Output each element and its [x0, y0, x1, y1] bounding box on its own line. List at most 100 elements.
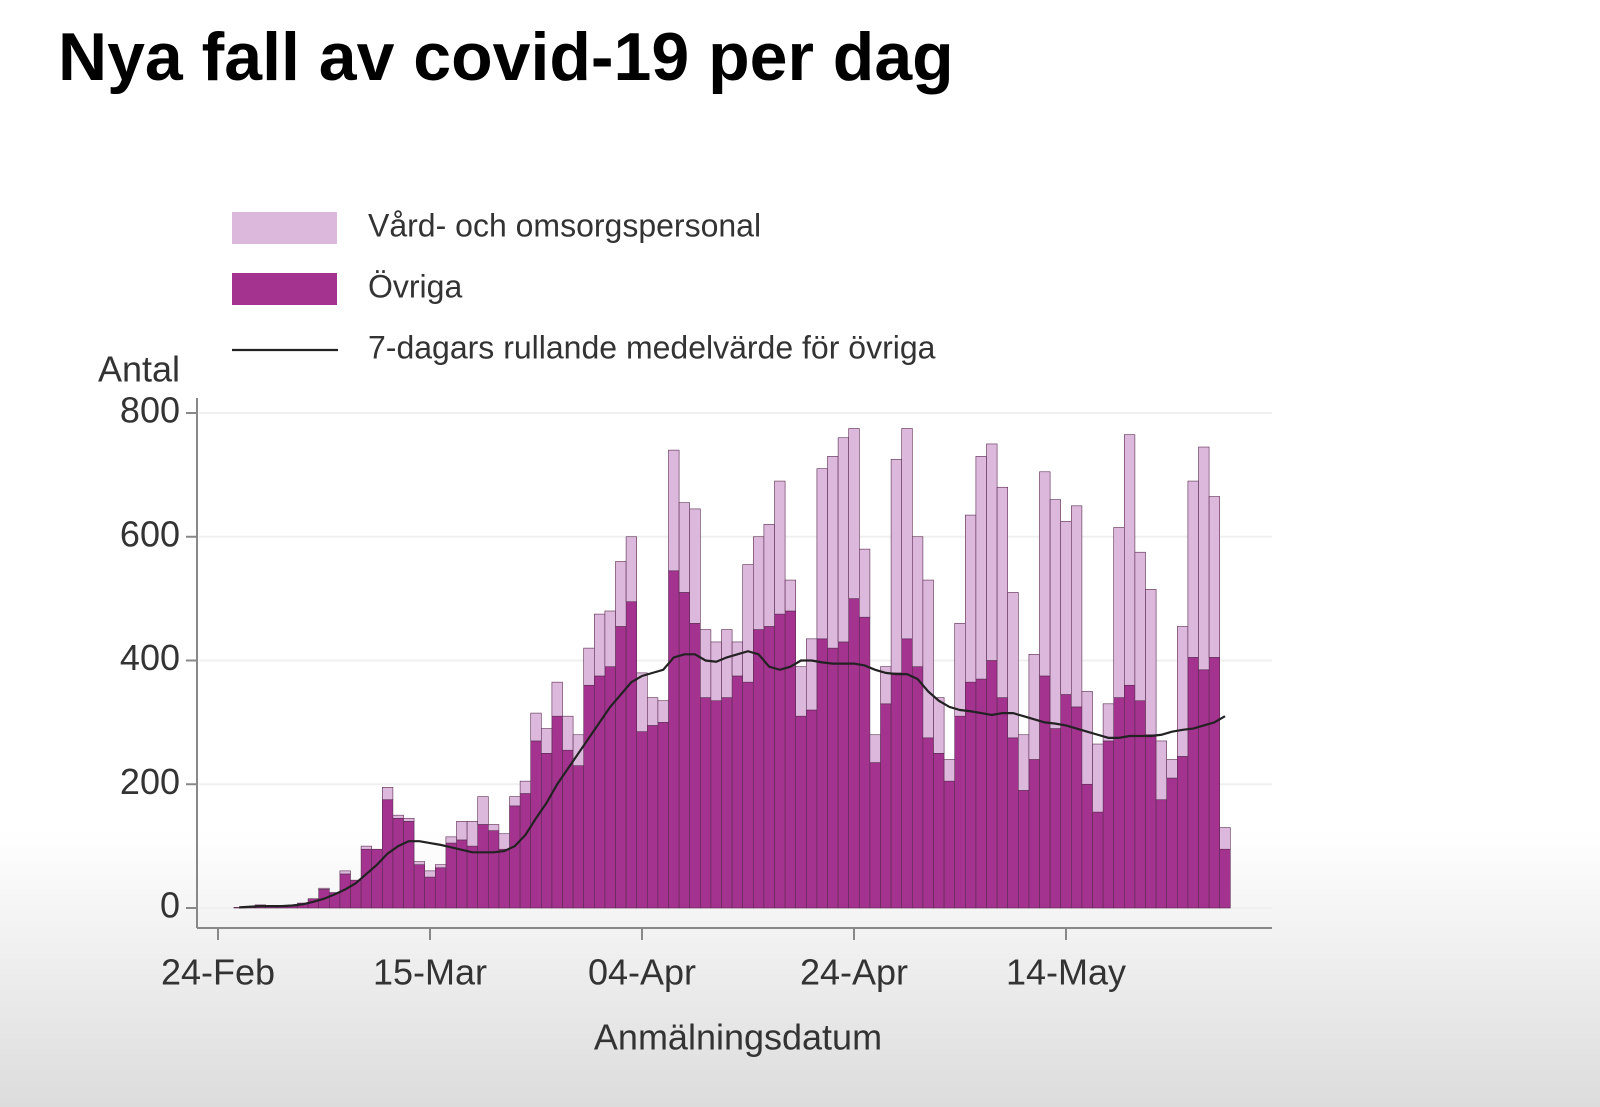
y-axis-label: Antal [98, 349, 180, 390]
bar [509, 796, 521, 807]
bar [392, 814, 404, 819]
bar [1155, 740, 1167, 801]
x-tick-label: 14-May [1006, 952, 1126, 993]
bar [816, 638, 828, 909]
bar [954, 715, 966, 909]
bar [562, 715, 574, 751]
bar [689, 623, 701, 909]
bar [901, 428, 913, 640]
legend-label: Vård- och omsorgspersonal [368, 207, 761, 243]
bar [827, 647, 839, 909]
bar [784, 610, 796, 909]
bar [710, 700, 722, 909]
bar [1028, 759, 1040, 909]
bar [657, 700, 669, 723]
bar [360, 845, 373, 850]
bar [1155, 799, 1167, 909]
bar [1081, 691, 1093, 785]
bar [668, 570, 680, 909]
bar [1219, 848, 1231, 909]
bar [392, 817, 404, 909]
bar [699, 697, 712, 909]
bar [1198, 446, 1210, 671]
bar [509, 805, 521, 909]
bar [742, 681, 754, 909]
bar [1219, 827, 1231, 850]
bar [477, 796, 489, 825]
bar [519, 793, 531, 909]
bar [975, 456, 987, 680]
y-tick-label: 600 [120, 513, 180, 554]
bar [1102, 703, 1114, 742]
bar [911, 666, 924, 909]
bar [880, 666, 892, 705]
bar [625, 601, 637, 909]
bar [593, 675, 606, 909]
bar [540, 753, 553, 909]
bar [413, 861, 426, 865]
bar [572, 734, 584, 766]
bar [699, 629, 712, 698]
bar [816, 468, 828, 640]
bar [498, 833, 510, 850]
bar [1071, 505, 1083, 708]
bar [678, 502, 690, 593]
x-tick-label: 24-Feb [161, 952, 275, 993]
bar [466, 821, 479, 847]
bar [943, 780, 955, 909]
bar [752, 536, 765, 630]
bar [646, 725, 659, 909]
bar [901, 638, 913, 909]
legend-swatch [232, 273, 337, 305]
x-tick-label: 24-Apr [800, 952, 908, 993]
bar [551, 715, 563, 909]
bar [593, 613, 606, 677]
y-tick-label: 400 [120, 637, 180, 678]
bar [434, 867, 447, 909]
bar [403, 821, 415, 909]
bar [890, 672, 902, 909]
bar [1134, 700, 1146, 909]
bar [466, 845, 479, 909]
bar [615, 626, 627, 909]
bar [1198, 669, 1210, 909]
legend-label: Övriga [368, 268, 462, 304]
x-tick-label: 15-Mar [373, 952, 487, 993]
bar [689, 508, 701, 624]
bar [1124, 434, 1136, 686]
bar [710, 641, 722, 702]
bar [943, 759, 955, 782]
bar [424, 876, 436, 909]
bar [615, 561, 627, 627]
bar [1166, 777, 1178, 909]
bar [1017, 734, 1030, 791]
bar [1102, 740, 1114, 909]
chart-title: Nya fall av covid-19 per dag [58, 19, 954, 95]
bar [890, 459, 902, 674]
bar [413, 864, 426, 909]
bar [540, 728, 553, 754]
bar [646, 697, 659, 726]
bar [795, 715, 807, 909]
bar [954, 623, 966, 717]
bar [837, 437, 849, 643]
bar [445, 836, 457, 844]
bar [1092, 743, 1104, 813]
bar [424, 870, 436, 878]
bar [604, 610, 616, 667]
bar [1208, 496, 1220, 658]
bar [551, 681, 563, 717]
bar [996, 486, 1008, 698]
bar [1049, 499, 1061, 729]
bar [625, 536, 637, 603]
y-tick-label: 0 [160, 885, 180, 926]
bar [487, 824, 500, 831]
bar [933, 697, 945, 754]
bar [1049, 728, 1061, 909]
bar [805, 638, 818, 711]
bar [1145, 589, 1157, 736]
bar [1187, 657, 1199, 909]
